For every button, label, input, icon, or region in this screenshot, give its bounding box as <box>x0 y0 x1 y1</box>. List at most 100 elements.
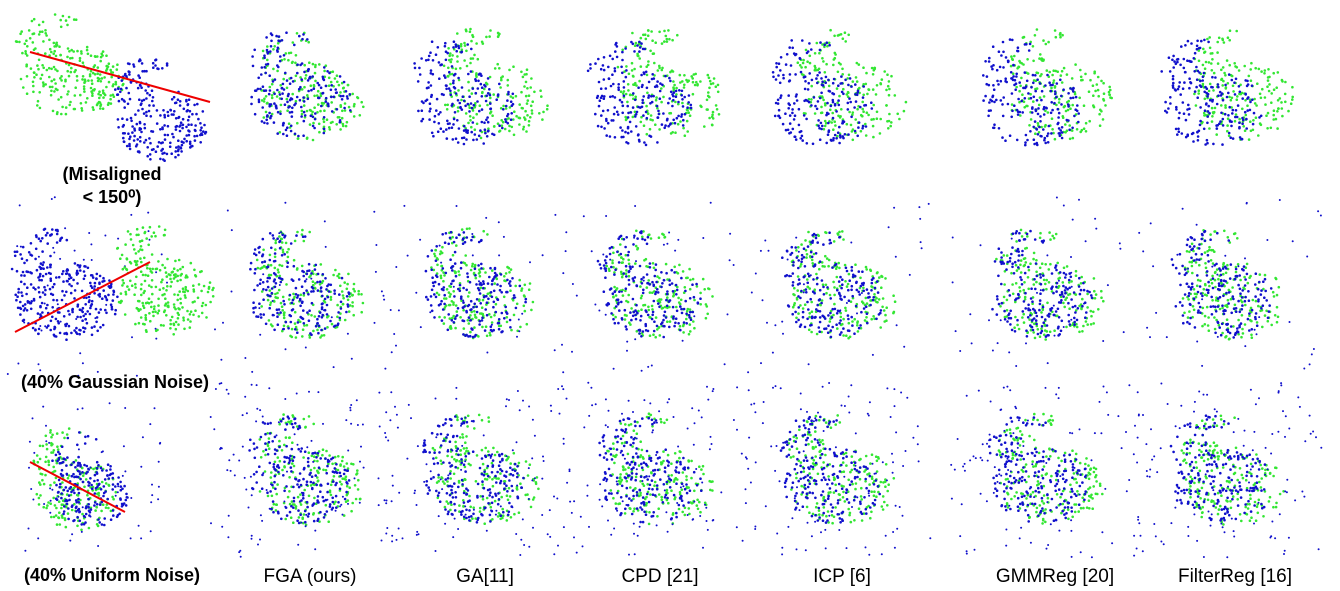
point <box>1053 101 1056 105</box>
point <box>709 82 713 86</box>
point <box>96 76 100 80</box>
point <box>545 107 549 111</box>
point <box>340 276 344 280</box>
point <box>116 63 119 66</box>
point <box>111 299 115 302</box>
point <box>1010 92 1014 95</box>
point <box>440 319 444 322</box>
point <box>254 306 257 309</box>
point <box>58 239 62 242</box>
noise-point <box>151 483 153 486</box>
point <box>276 46 280 50</box>
point <box>492 125 496 128</box>
point <box>671 104 674 108</box>
point <box>204 303 208 307</box>
point <box>146 91 149 95</box>
point <box>1108 93 1111 96</box>
point <box>851 80 855 83</box>
point <box>841 37 845 40</box>
point <box>1206 37 1209 41</box>
point <box>343 102 347 105</box>
point <box>888 87 891 91</box>
point <box>1192 57 1196 60</box>
point <box>527 124 531 127</box>
point <box>87 300 91 304</box>
point <box>267 92 271 96</box>
point <box>1032 95 1036 99</box>
point <box>527 94 531 97</box>
point <box>514 306 518 310</box>
point <box>86 266 90 270</box>
point <box>443 274 446 277</box>
point <box>316 328 319 332</box>
point <box>49 263 52 267</box>
point <box>273 300 276 303</box>
point <box>455 236 458 239</box>
point <box>268 105 272 108</box>
point <box>1072 87 1075 90</box>
point <box>1204 143 1207 146</box>
point <box>1224 106 1227 109</box>
point <box>1051 128 1054 131</box>
point <box>320 316 324 319</box>
point <box>1096 88 1100 92</box>
point <box>1058 132 1062 135</box>
noise-point <box>121 474 124 477</box>
point <box>13 250 17 254</box>
point <box>51 433 54 437</box>
point <box>771 71 775 74</box>
point <box>665 118 669 122</box>
point <box>777 114 781 118</box>
noise-point <box>135 374 138 377</box>
point <box>91 274 94 277</box>
point <box>42 66 45 70</box>
point <box>896 112 899 116</box>
point <box>322 127 326 131</box>
point <box>52 65 56 69</box>
point <box>310 272 313 275</box>
point <box>324 96 328 100</box>
point <box>139 140 142 143</box>
noise-point <box>140 465 143 468</box>
point <box>67 74 71 78</box>
point <box>645 132 649 136</box>
point <box>98 503 102 506</box>
point <box>632 92 635 95</box>
point <box>129 238 133 241</box>
point <box>691 80 695 84</box>
point <box>1011 109 1014 113</box>
point <box>620 135 623 139</box>
point <box>836 134 839 138</box>
point <box>1035 87 1039 90</box>
point <box>850 85 853 88</box>
point <box>846 90 850 94</box>
point <box>821 80 824 84</box>
point <box>286 255 290 259</box>
point <box>137 309 141 313</box>
point <box>111 488 114 491</box>
point <box>644 70 648 74</box>
point <box>440 264 443 268</box>
point <box>43 227 47 231</box>
point <box>460 228 464 231</box>
point <box>1059 129 1062 132</box>
point <box>626 104 629 108</box>
point <box>861 96 865 99</box>
point <box>45 447 49 451</box>
point <box>63 505 66 508</box>
point <box>295 268 299 271</box>
noise-point <box>124 407 127 409</box>
noise-point <box>105 303 108 306</box>
point <box>348 295 352 298</box>
point <box>147 243 150 247</box>
point <box>443 44 447 48</box>
point <box>1039 134 1042 138</box>
point <box>502 295 506 299</box>
point <box>1026 72 1030 75</box>
point <box>485 135 489 138</box>
point <box>174 320 178 324</box>
point <box>489 315 493 319</box>
point <box>785 53 789 56</box>
point <box>1187 113 1191 116</box>
point <box>47 66 51 70</box>
